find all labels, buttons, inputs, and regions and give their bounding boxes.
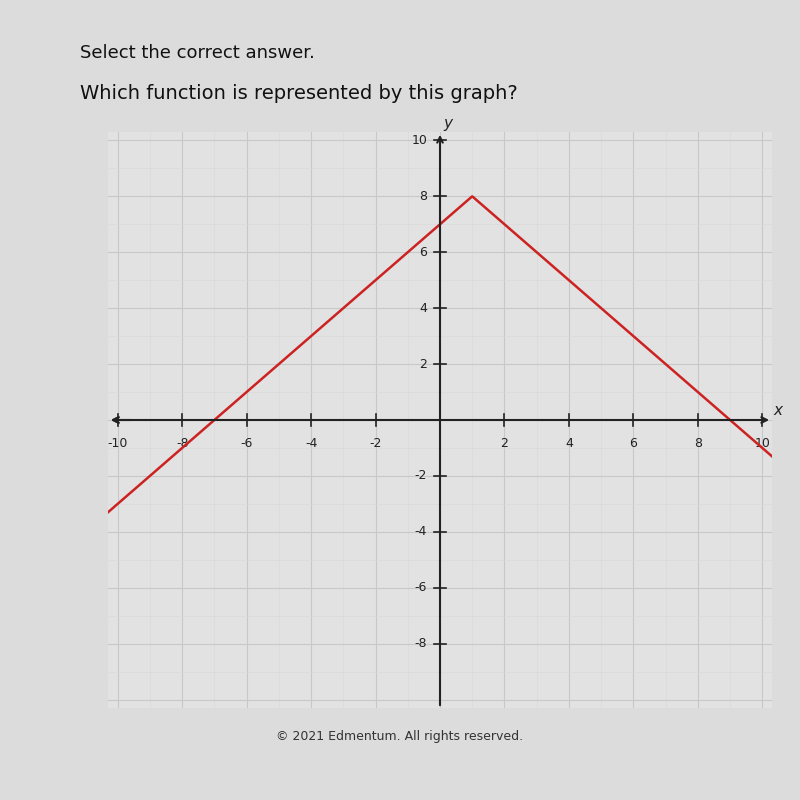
- Text: 2: 2: [501, 437, 509, 450]
- Text: 4: 4: [565, 437, 573, 450]
- Text: -8: -8: [414, 637, 427, 650]
- Text: 8: 8: [694, 437, 702, 450]
- Text: -10: -10: [107, 437, 128, 450]
- Text: © 2021 Edmentum. All rights reserved.: © 2021 Edmentum. All rights reserved.: [277, 730, 523, 743]
- Text: -4: -4: [414, 526, 427, 538]
- Text: -6: -6: [414, 582, 427, 594]
- Text: x: x: [774, 402, 782, 418]
- Text: y: y: [443, 116, 453, 130]
- Text: -2: -2: [414, 470, 427, 482]
- Text: -4: -4: [305, 437, 318, 450]
- Text: -8: -8: [176, 437, 188, 450]
- Text: -6: -6: [241, 437, 253, 450]
- Text: 6: 6: [419, 246, 427, 258]
- Text: 10: 10: [754, 437, 770, 450]
- Text: 6: 6: [630, 437, 638, 450]
- Text: -2: -2: [370, 437, 382, 450]
- Text: 2: 2: [419, 358, 427, 370]
- Text: Which function is represented by this graph?: Which function is represented by this gr…: [80, 84, 518, 103]
- Text: 8: 8: [419, 190, 427, 203]
- Text: Select the correct answer.: Select the correct answer.: [80, 44, 315, 62]
- Text: 4: 4: [419, 302, 427, 314]
- Text: 10: 10: [411, 134, 427, 147]
